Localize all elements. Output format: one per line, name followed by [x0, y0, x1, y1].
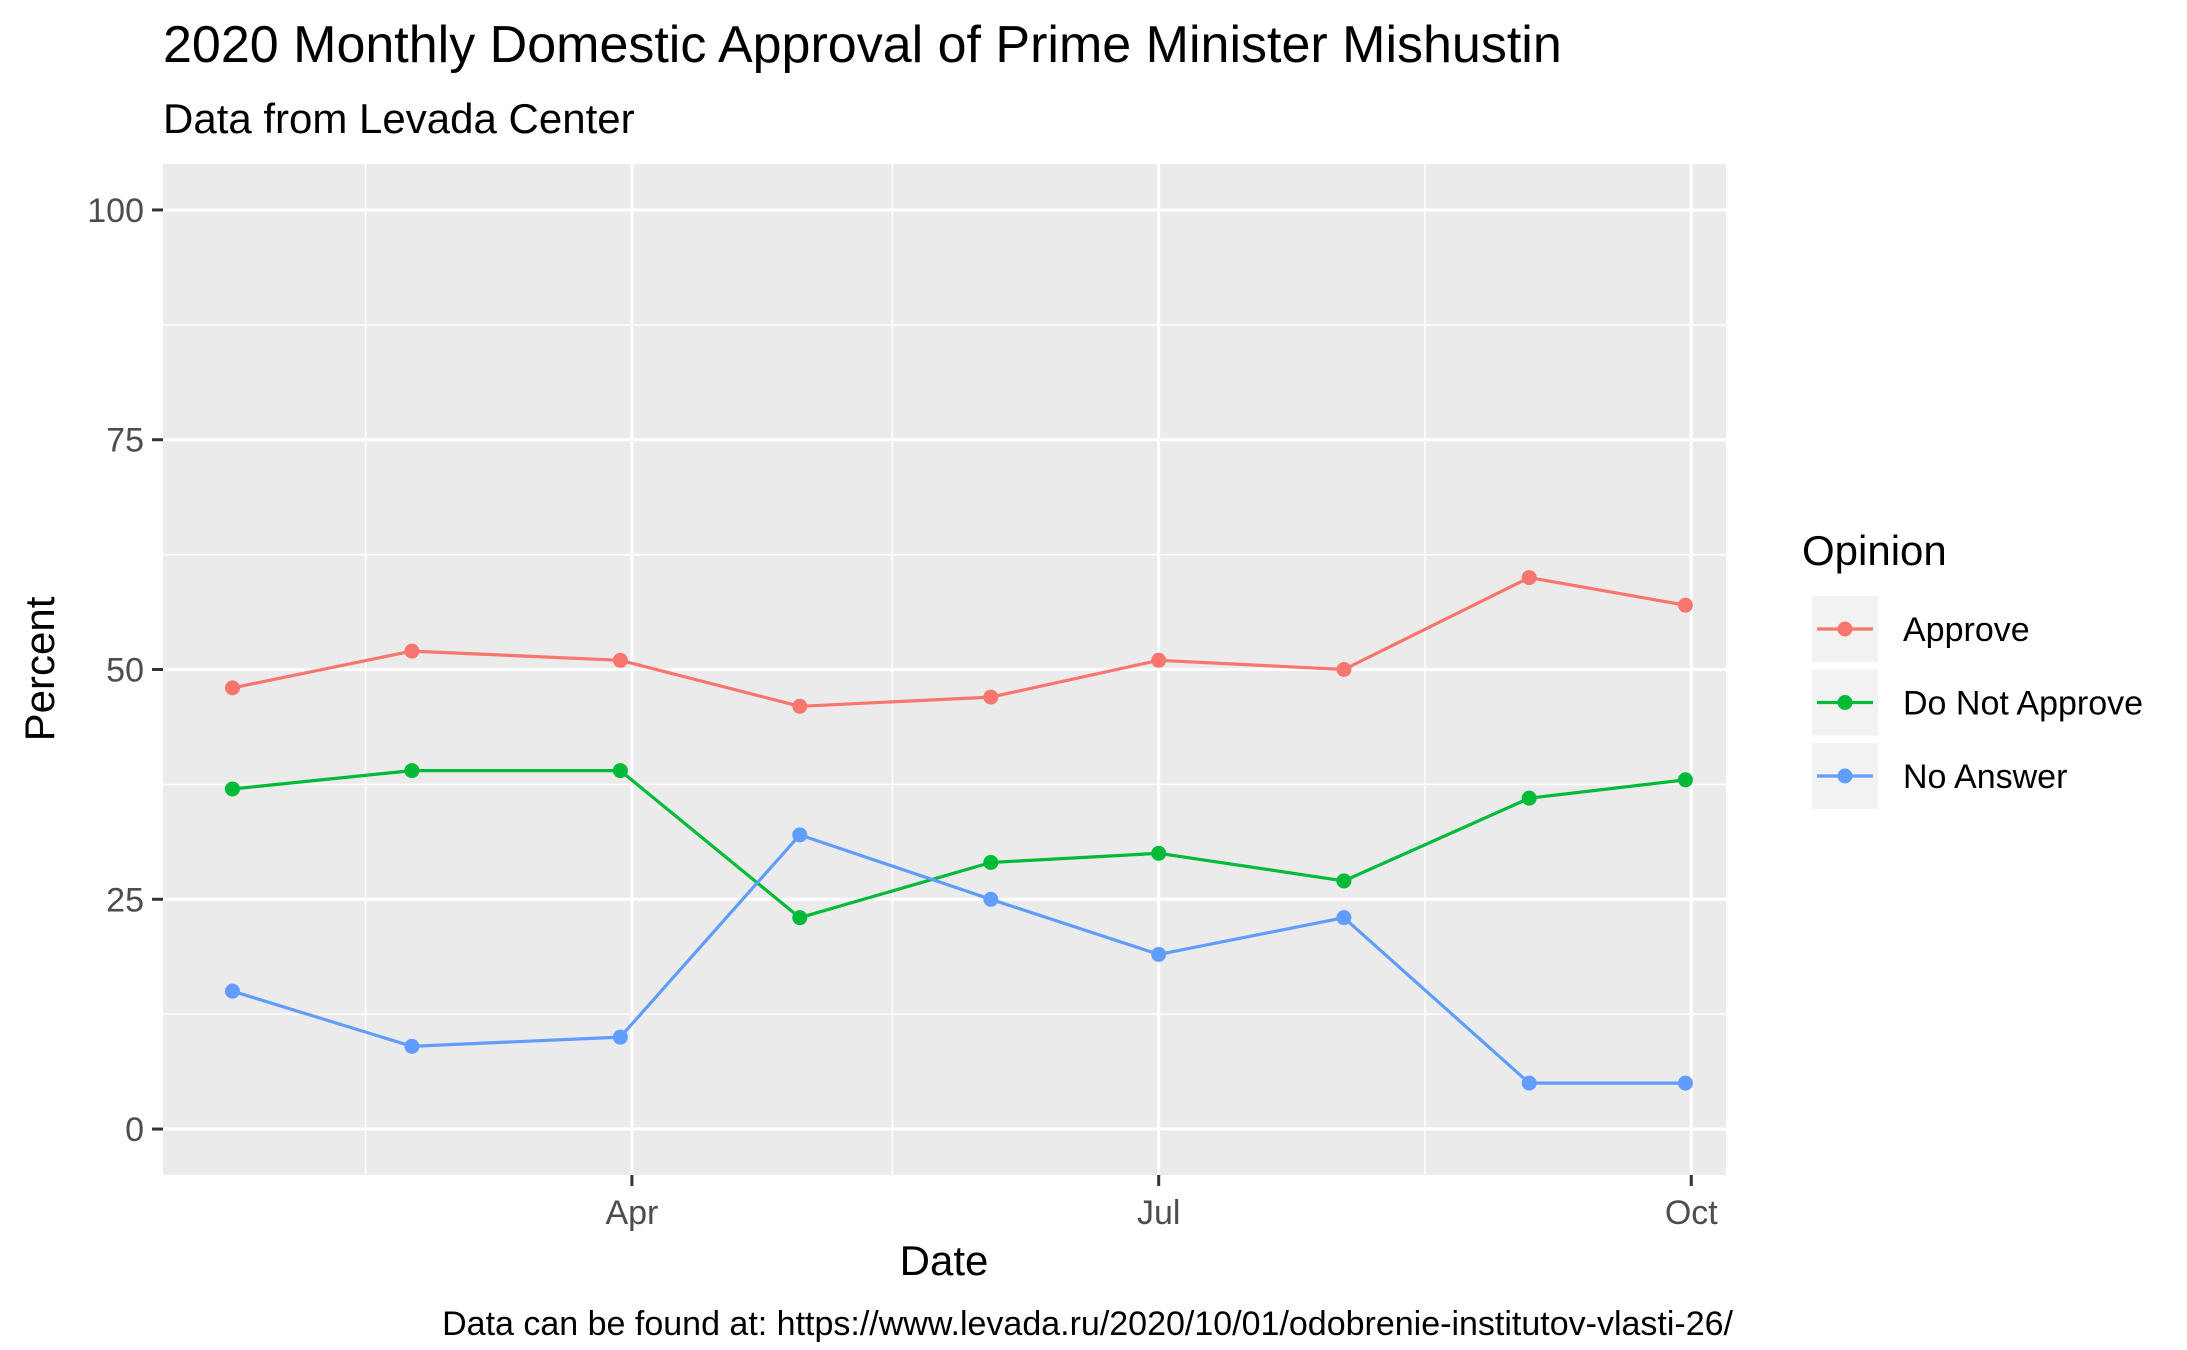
data-point-do-not-approve [404, 763, 420, 779]
y-tick-label: 25 [106, 881, 144, 919]
data-point-no-answer [983, 891, 999, 907]
data-point-no-answer [792, 827, 808, 843]
data-point-approve [1521, 570, 1537, 586]
y-tick-label: 50 [106, 652, 144, 690]
data-point-approve [1677, 597, 1693, 613]
data-point-do-not-approve [224, 781, 240, 797]
data-point-approve [1336, 662, 1352, 677]
grid-major [163, 164, 1726, 1175]
data-point-no-answer [1677, 1075, 1693, 1091]
data-point-approve [404, 643, 420, 659]
y-axis-title: Percent [16, 596, 63, 741]
data-point-no-answer [404, 1038, 420, 1054]
legend-label-no-answer: No Answer [1903, 758, 2067, 796]
x-tick-label: Apr [605, 1194, 658, 1232]
x-tick-label: Oct [1665, 1194, 1718, 1232]
data-point-do-not-approve [1677, 772, 1693, 788]
data-point-do-not-approve [1521, 790, 1537, 806]
data-point-do-not-approve [983, 855, 999, 871]
data-point-no-answer [612, 1029, 628, 1045]
legend-key-point-approve [1837, 621, 1853, 637]
legend-title: Opinion [1802, 527, 1947, 574]
data-point-approve [224, 680, 240, 696]
legend-key-point-do-not-approve [1837, 695, 1853, 710]
x-axis-title: Date [900, 1237, 989, 1284]
legend-label-do-not-approve: Do Not Approve [1903, 685, 2143, 723]
x-tick-label: Jul [1137, 1194, 1180, 1232]
series-layer [224, 570, 1693, 1091]
legend: Opinion Approve Do Not Approve No Answer [1802, 527, 2143, 809]
y-tick-label: 100 [87, 192, 144, 230]
legend-key-point-no-answer [1837, 768, 1853, 784]
y-tick-label: 0 [125, 1111, 144, 1149]
chart-caption: Data can be found at: https://www.levada… [442, 1305, 1733, 1343]
chart-title: 2020 Monthly Domestic Approval of Prime … [163, 16, 1562, 74]
y-axis: 0 25 50 75 100 [87, 192, 163, 1149]
data-point-do-not-approve [1151, 845, 1167, 861]
chart-subtitle: Data from Levada Center [163, 95, 635, 142]
data-point-approve [612, 652, 628, 668]
legend-label-approve: Approve [1903, 611, 2030, 649]
data-point-no-answer [224, 983, 240, 999]
data-point-no-answer [1521, 1075, 1537, 1091]
x-axis: Apr Jul Oct [605, 1175, 1718, 1232]
y-tick-label: 75 [106, 422, 144, 460]
data-point-do-not-approve [612, 763, 628, 779]
data-point-do-not-approve [792, 910, 808, 926]
data-point-approve [1151, 652, 1167, 668]
data-point-approve [792, 698, 808, 714]
data-point-do-not-approve [1336, 873, 1352, 889]
data-point-no-answer [1336, 910, 1352, 926]
data-point-no-answer [1151, 946, 1167, 962]
data-point-approve [983, 689, 999, 705]
